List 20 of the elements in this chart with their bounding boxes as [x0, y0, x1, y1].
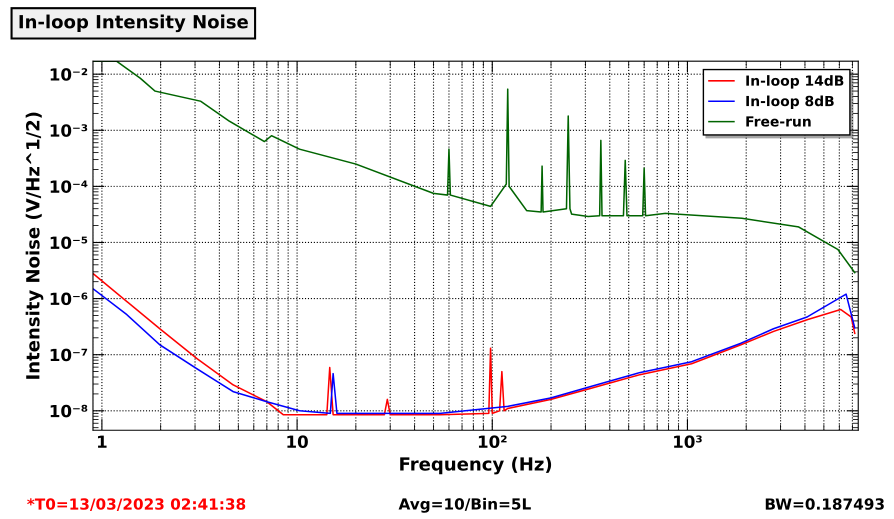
text: BW=0.187493	[766, 498, 884, 510]
text: *T0=13/03/2023 02:41:38	[27, 498, 246, 512]
legend-label: Free-run	[746, 116, 811, 127]
x-tick-label: 10²	[478, 435, 507, 448]
x-tick-label: 10³	[674, 435, 702, 448]
legend-label: In-loop 8dB	[746, 96, 834, 109]
text: Avg=10/Bin=5L	[398, 498, 531, 513]
y-tick-label: 10⁻³	[50, 124, 88, 137]
y-tick-label: 10⁻⁴	[50, 180, 88, 193]
y-tick-label: 10⁻⁵	[50, 236, 88, 250]
y-tick-label: 10⁻⁷	[50, 348, 88, 362]
chart-title: In-loop Intensity Noise	[20, 14, 248, 32]
legend-label: In-loop 14dB	[746, 75, 844, 89]
x-axis-title: Frequency (Hz)	[400, 456, 552, 474]
y-tick-label: 10⁻⁸	[50, 404, 88, 418]
y-tick-label: 10⁻⁶	[50, 292, 88, 306]
y-axis-title: Intensity Noise (V/Hz^1/2)	[26, 112, 44, 379]
x-tick-label: 10	[287, 435, 308, 448]
x-tick-label: 1	[98, 436, 107, 448]
y-tick-label: 10⁻²	[50, 68, 88, 81]
